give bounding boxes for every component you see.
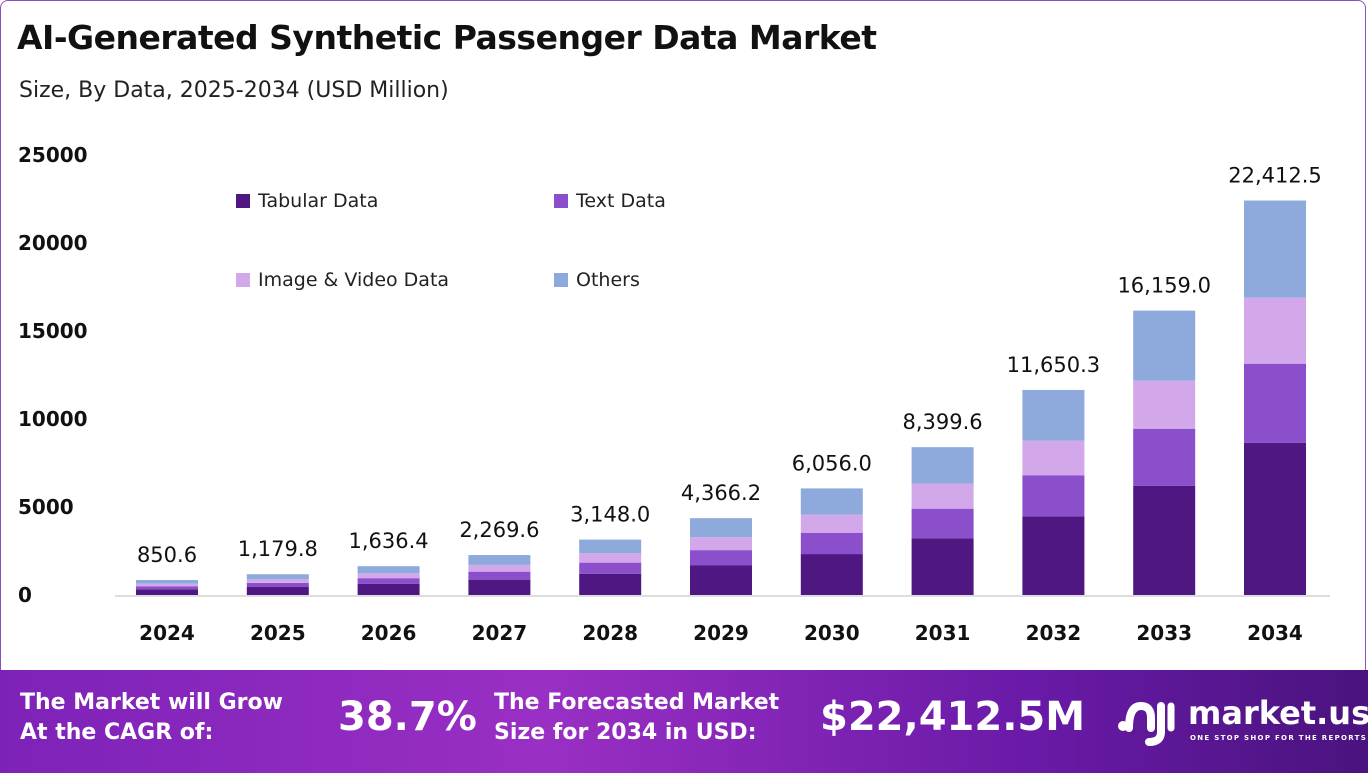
legend-label: Text Data (576, 190, 666, 212)
x-tick-label: 2025 (250, 621, 306, 645)
x-tick-label: 2028 (582, 621, 638, 645)
bar-segment-text-data (911, 508, 974, 539)
bar-segment-tabular-data (579, 573, 642, 595)
bar-segment-tabular-data (246, 587, 309, 595)
x-tick-label: 2032 (1026, 621, 1082, 645)
cagr-label-1: The Market will Grow (20, 690, 283, 715)
bar-segment-image-video-data (800, 514, 863, 533)
data-label: 6,056.0 (792, 451, 872, 475)
bar-segment-others (800, 488, 863, 515)
x-tick-label: 2029 (693, 621, 749, 645)
data-label: 3,148.0 (570, 503, 650, 527)
bar-segment-tabular-data (911, 538, 974, 595)
y-tick-label: 5000 (18, 495, 74, 519)
bar-segment-text-data (1244, 363, 1306, 443)
legend-item: Others (554, 269, 640, 291)
forecast-label-1: The Forecasted Market (494, 690, 780, 715)
legend-label: Others (576, 269, 640, 291)
bar-segment-tabular-data (1133, 485, 1196, 595)
bar-segment-others (1133, 310, 1196, 381)
bar-segment-text-data (579, 562, 642, 574)
x-tick-label: 2026 (361, 621, 417, 645)
bar-segment-tabular-data (800, 554, 863, 595)
data-label: 16,159.0 (1117, 274, 1211, 298)
data-label: 1,179.8 (238, 537, 318, 561)
bar-segment-image-video-data (1244, 297, 1306, 364)
x-tick-label: 2024 (139, 621, 195, 645)
bar-segment-text-data (1133, 428, 1196, 486)
bar-segment-others (357, 566, 420, 574)
data-label: 2,269.6 (459, 518, 539, 542)
brand-name: market.us (1188, 694, 1368, 732)
chart-title: AI-Generated Synthetic Passenger Data Ma… (17, 18, 877, 57)
bar-segment-tabular-data (136, 589, 198, 595)
bar-segment-image-video-data (246, 579, 309, 583)
legend-item: Image & Video Data (236, 269, 449, 291)
cagr-value: 38.7% (338, 694, 477, 740)
bar-segment-others (1022, 389, 1085, 441)
cagr-label-2: At the CAGR of: (20, 720, 214, 745)
bar-segment-others (579, 539, 642, 554)
y-tick-label: 0 (18, 583, 32, 607)
x-tick-label: 2030 (804, 621, 860, 645)
bar-segment-image-video-data (1133, 380, 1196, 429)
bar-segment-text-data (136, 586, 198, 590)
legend-label: Image & Video Data (258, 269, 450, 291)
bar-segment-text-data (800, 532, 863, 555)
bar-segment-others (1244, 200, 1306, 298)
y-tick-label: 15000 (18, 319, 88, 343)
bar-segment-tabular-data (1022, 516, 1085, 595)
bar-segment-text-data (468, 571, 531, 580)
legend-swatch (236, 273, 250, 287)
legend-item: Tabular Data (236, 190, 378, 212)
y-tick-label: 25000 (18, 143, 88, 167)
bar-segment-tabular-data (690, 565, 752, 595)
x-tick-label: 2034 (1247, 621, 1303, 645)
bar-segment-others (468, 555, 531, 565)
bar-segment-image-video-data (357, 573, 420, 579)
legend-swatch (554, 194, 568, 208)
bar-segment-others (136, 580, 198, 584)
bar-segment-text-data (357, 578, 420, 584)
bar-segment-image-video-data (1022, 440, 1085, 476)
bar-segment-image-video-data (911, 483, 974, 509)
data-label: 22,412.5 (1228, 164, 1322, 188)
bar-segment-image-video-data (468, 564, 531, 572)
brand-tagline: ONE STOP SHOP FOR THE REPORTS (1190, 734, 1368, 742)
bar-segment-others (690, 518, 752, 538)
bar-segment-image-video-data (136, 583, 198, 587)
legend-item: Text Data (554, 190, 666, 212)
bar-segment-image-video-data (579, 553, 642, 563)
footer-banner: The Market will Grow At the CAGR of: 38.… (0, 670, 1368, 773)
bar-segment-text-data (246, 582, 309, 588)
bar-segment-text-data (1022, 475, 1085, 517)
data-label: 850.6 (137, 543, 197, 567)
data-label: 1,636.4 (349, 529, 429, 553)
bar-segment-others (246, 574, 309, 580)
data-label: 8,399.6 (903, 410, 983, 434)
data-label: 11,650.3 (1007, 353, 1101, 377)
bar-segment-text-data (690, 550, 752, 566)
stacked-bar-chart: 0 5000 10000 15000 20000 25000 850.6 2024 1,179.… (18, 143, 1330, 645)
market-us-logo-icon (1118, 701, 1175, 746)
bar-segment-tabular-data (468, 579, 531, 595)
forecast-label-2: Size for 2034 in USD: (494, 720, 757, 745)
legend-label: Tabular Data (258, 190, 379, 212)
data-label: 4,366.2 (681, 481, 761, 505)
bar-segment-others (911, 447, 974, 484)
y-tick-label: 10000 (18, 407, 88, 431)
chart-subtitle: Size, By Data, 2025-2034 (USD Million) (19, 78, 449, 103)
forecast-value: $22,412.5M (820, 694, 1086, 740)
y-tick-label: 20000 (18, 231, 88, 255)
legend-swatch (554, 273, 568, 287)
bar-segment-tabular-data (1244, 442, 1306, 595)
x-tick-label: 2033 (1136, 621, 1192, 645)
bar-segment-image-video-data (690, 537, 752, 551)
x-tick-label: 2027 (472, 621, 528, 645)
x-tick-label: 2031 (915, 621, 971, 645)
bar-segment-tabular-data (357, 583, 420, 595)
legend-swatch (236, 194, 250, 208)
